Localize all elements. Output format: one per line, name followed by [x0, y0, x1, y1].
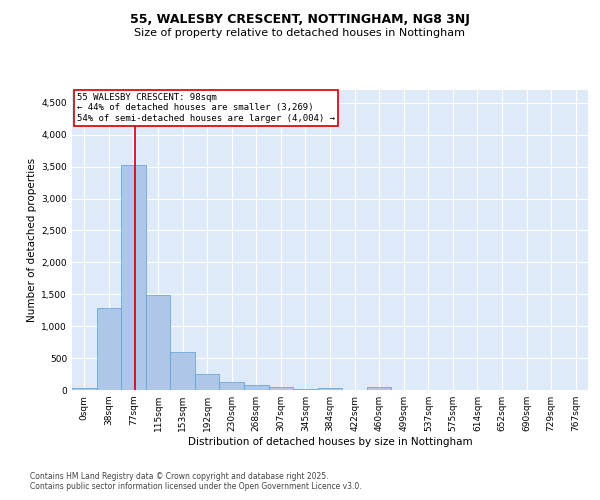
Bar [293, 388, 318, 390]
Text: Size of property relative to detached houses in Nottingham: Size of property relative to detached ho… [134, 28, 466, 38]
Bar [367, 388, 391, 390]
Bar [97, 308, 121, 390]
Bar [72, 388, 97, 390]
Bar [121, 164, 146, 390]
Bar [170, 352, 195, 390]
Bar [244, 385, 269, 390]
Bar [220, 382, 244, 390]
Text: 55 WALESBY CRESCENT: 98sqm
← 44% of detached houses are smaller (3,269)
54% of s: 55 WALESBY CRESCENT: 98sqm ← 44% of deta… [77, 93, 335, 123]
Bar [195, 374, 220, 390]
Bar [269, 388, 293, 390]
Text: 55, WALESBY CRESCENT, NOTTINGHAM, NG8 3NJ: 55, WALESBY CRESCENT, NOTTINGHAM, NG8 3N… [130, 12, 470, 26]
Bar [318, 388, 342, 390]
Text: Contains public sector information licensed under the Open Government Licence v3: Contains public sector information licen… [30, 482, 362, 491]
Bar [146, 295, 170, 390]
X-axis label: Distribution of detached houses by size in Nottingham: Distribution of detached houses by size … [188, 437, 472, 447]
Y-axis label: Number of detached properties: Number of detached properties [27, 158, 37, 322]
Text: Contains HM Land Registry data © Crown copyright and database right 2025.: Contains HM Land Registry data © Crown c… [30, 472, 329, 481]
